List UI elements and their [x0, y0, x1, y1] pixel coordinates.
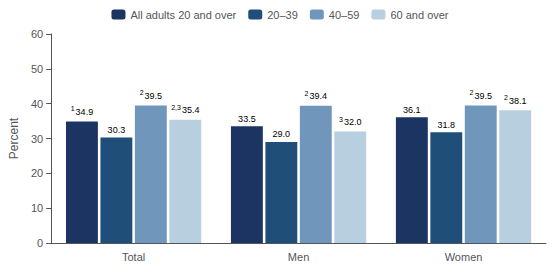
svg-text:39.4: 39.4: [309, 91, 327, 101]
svg-text:34.9: 34.9: [76, 107, 94, 117]
svg-text:Total: Total: [122, 251, 145, 263]
svg-text:3: 3: [339, 116, 343, 123]
svg-text:32.0: 32.0: [344, 117, 362, 127]
svg-text:40: 40: [31, 98, 43, 110]
svg-text:20: 20: [31, 167, 43, 179]
svg-text:60 and over: 60 and over: [390, 9, 448, 21]
svg-text:Women: Women: [445, 251, 483, 263]
svg-text:2: 2: [470, 89, 474, 96]
svg-text:20–39: 20–39: [267, 9, 298, 21]
svg-text:2: 2: [140, 89, 144, 96]
svg-text:Men: Men: [288, 251, 309, 263]
svg-text:33.5: 33.5: [238, 114, 256, 124]
svg-text:40–59: 40–59: [329, 9, 360, 21]
svg-text:2: 2: [305, 90, 309, 97]
svg-text:38.1: 38.1: [509, 96, 527, 106]
svg-text:31.8: 31.8: [438, 120, 456, 130]
svg-text:Percent: Percent: [7, 117, 21, 159]
svg-text:10: 10: [31, 202, 43, 214]
svg-text:29.0: 29.0: [273, 129, 291, 139]
svg-text:0: 0: [37, 237, 43, 249]
svg-text:All adults 20 and over: All adults 20 and over: [130, 9, 236, 21]
svg-text:35.4: 35.4: [182, 105, 200, 115]
svg-text:30: 30: [31, 133, 43, 145]
svg-text:60: 60: [31, 28, 43, 40]
svg-text:1: 1: [71, 105, 75, 112]
svg-text:30.3: 30.3: [108, 125, 126, 135]
svg-text:39.5: 39.5: [145, 91, 163, 101]
svg-text:39.5: 39.5: [474, 91, 492, 101]
svg-text:2,3: 2,3: [171, 104, 181, 111]
svg-text:36.1: 36.1: [403, 105, 421, 115]
svg-text:50: 50: [31, 63, 43, 75]
svg-text:2: 2: [504, 94, 508, 101]
